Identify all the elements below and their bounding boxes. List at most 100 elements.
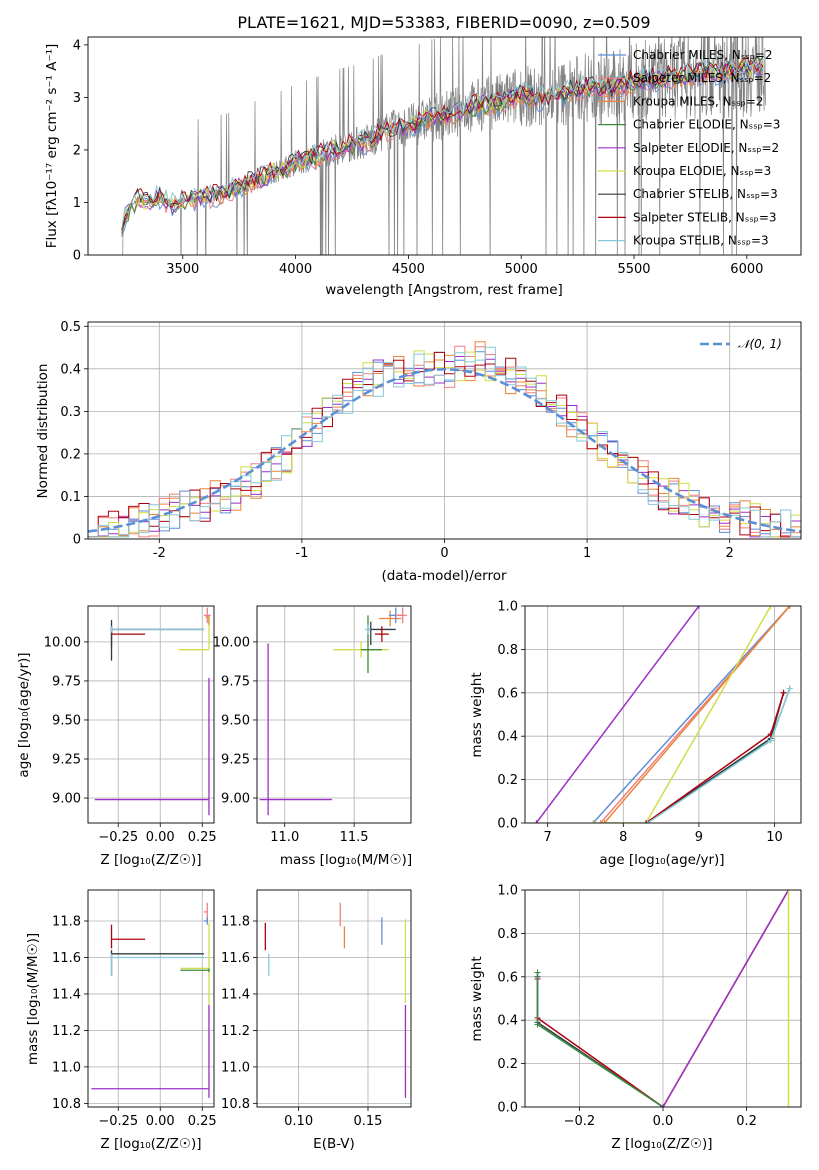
y-tick-label: 0.8 xyxy=(497,927,518,942)
legend-label: Salpeter MILES, Nₛₛₚ=2 xyxy=(633,71,771,85)
y-tick-label: 11.6 xyxy=(221,951,250,966)
x-tick-label: 0.15 xyxy=(354,1114,383,1129)
mass-weight-marker xyxy=(695,606,702,609)
legend-label: Chabrier MILES, Nₛₛₚ=2 xyxy=(633,48,773,62)
model-fit-line xyxy=(121,58,764,229)
y-tick-label: 10.00 xyxy=(44,635,81,650)
y-tick-label: 4 xyxy=(73,38,81,53)
x-tick-label: −0.25 xyxy=(98,830,138,845)
axes-mass-vs-ebv: 0.10 0.15 10.8 11.0 11.2 11.4 11.6 11.8 E(B-V) xyxy=(221,889,412,1152)
mass-weight-marker xyxy=(660,1104,666,1107)
axes-spectrum: 3500 4000 4500 5000 5500 6000 0 1 2 3 4 Chabrier MI… xyxy=(44,13,802,298)
y-tick-label: 11.0 xyxy=(52,1060,81,1075)
y-tick-label: 0.2 xyxy=(497,773,518,788)
x-axis-label: E(B-V) xyxy=(313,1136,355,1152)
residual-histogram xyxy=(88,351,801,538)
y-tick-label: 0.0 xyxy=(497,817,518,832)
x-tick-label: 4000 xyxy=(279,262,312,277)
residual-histogram xyxy=(88,346,801,538)
axes-frame xyxy=(256,605,412,824)
mass-weight-marker xyxy=(786,685,793,692)
x-tick-label: 8 xyxy=(619,830,627,845)
mass-weight-marker xyxy=(785,1104,792,1107)
x-axis-label: wavelength [Angstrom, rest frame] xyxy=(325,282,563,298)
y-tick-label: 10.8 xyxy=(52,1097,81,1112)
y-tick-label: 0.6 xyxy=(497,686,518,701)
legend-label: Kroupa STELIB, Nₛₛₚ=3 xyxy=(633,234,769,248)
y-tick-label: 0.2 xyxy=(497,1057,518,1072)
axes-age-vs-Z: −0.25 0.00 0.25 9.00 9.25 9.50 9.75 10.00 Z [log… xyxy=(16,605,217,868)
x-tick-label: 0 xyxy=(440,546,448,561)
y-tick-label: 0.3 xyxy=(60,405,81,420)
y-tick-label: 0.4 xyxy=(497,1014,518,1029)
axes-frame xyxy=(524,605,802,824)
x-tick-label: 4500 xyxy=(392,262,425,277)
x-tick-label: 0.00 xyxy=(146,1114,175,1129)
legend-label: 𝒩(0, 1) xyxy=(738,337,782,351)
x-tick-label: 9 xyxy=(695,830,703,845)
x-tick-label: 0.10 xyxy=(284,1114,313,1129)
y-tick-label: 9.75 xyxy=(221,674,250,689)
mass-weight-marker xyxy=(601,820,608,823)
y-tick-label: 0.4 xyxy=(60,362,81,377)
x-axis-label: age [log₁₀(age/yr)] xyxy=(599,852,724,868)
mass-weight-line xyxy=(536,979,664,1107)
normal-distribution-curve xyxy=(88,367,801,533)
mass-weight-line xyxy=(593,606,772,823)
x-tick-label: 1 xyxy=(583,546,591,561)
axes-frame xyxy=(87,889,215,1108)
x-tick-label: 0.2 xyxy=(736,1114,757,1129)
model-fit-line xyxy=(121,57,764,232)
axes-age-vs-mass: 11.0 11.5 9.00 9.25 9.50 9.75 10.00 mass [log₁₀… xyxy=(213,605,412,868)
y-tick-label: 1.0 xyxy=(497,600,518,615)
axes-residuals: -2 -1 0 1 2 0 0.1 0.2 0.3 0.4 0.5 𝒩(0, 1) (data-mode… xyxy=(35,320,802,584)
mass-weight-marker xyxy=(780,689,787,696)
plot-area-age-vs-Z xyxy=(88,606,214,823)
y-tick-label: 1 xyxy=(73,196,81,211)
y-tick-label: 0.1 xyxy=(60,490,81,505)
axes-mass-vs-Z: −0.25 0.00 0.25 10.8 11.0 11.2 11.4 11.6 11.8 Z [… xyxy=(25,889,217,1152)
y-tick-label: 11.2 xyxy=(52,1024,81,1039)
observed-spectrum-line xyxy=(121,37,767,255)
y-axis-label: mass weight xyxy=(469,956,485,1041)
y-tick-label: 11.8 xyxy=(52,915,81,930)
mass-weight-marker xyxy=(767,606,774,609)
x-tick-label: -1 xyxy=(295,546,308,561)
x-tick-label: -2 xyxy=(153,546,166,561)
y-tick-label: 9.50 xyxy=(221,713,250,728)
y-tick-label: 9.00 xyxy=(52,792,81,807)
legend-label: Chabrier ELODIE, Nₛₛₚ=3 xyxy=(633,118,780,132)
mass-weight-line xyxy=(536,972,664,1107)
x-tick-label: 0.25 xyxy=(188,830,217,845)
mass-weight-marker xyxy=(533,820,540,823)
legend-label: Salpeter ELODIE, Nₛₛₚ=2 xyxy=(633,141,779,155)
x-tick-label: 6000 xyxy=(730,262,763,277)
x-tick-label: 10 xyxy=(766,830,783,845)
x-tick-label: 5500 xyxy=(617,262,650,277)
x-axis-label: Z [log₁₀(Z/Z☉)] xyxy=(100,852,201,868)
axes-frame xyxy=(87,321,802,540)
x-tick-label: 7 xyxy=(544,830,552,845)
mass-weight-line xyxy=(647,688,791,823)
legend-label: Kroupa ELODIE, Nₛₛₚ=3 xyxy=(633,164,771,178)
axes-frame xyxy=(524,889,802,1108)
y-tick-label: 9.25 xyxy=(52,752,81,767)
mass-weight-line xyxy=(645,688,791,823)
plot-area-spectrum xyxy=(121,37,767,255)
x-axis-label: mass [log₁₀(M/M☉)] xyxy=(280,852,412,868)
mass-weight-marker xyxy=(785,890,792,893)
axes-frame xyxy=(87,605,215,824)
x-tick-label: 0.25 xyxy=(188,1114,217,1129)
y-tick-label: 0.2 xyxy=(60,447,81,462)
y-tick-label: 10.8 xyxy=(221,1097,250,1112)
y-tick-label: 0 xyxy=(73,249,81,264)
y-tick-label: 9.00 xyxy=(221,792,250,807)
y-tick-label: 11.4 xyxy=(52,987,81,1002)
x-axis-label: (data-model)/error xyxy=(381,568,507,584)
mass-weight-marker xyxy=(534,969,541,976)
x-tick-label: 2 xyxy=(726,546,734,561)
y-axis-label: Normed distribution xyxy=(35,364,51,499)
x-tick-label: 11.0 xyxy=(270,830,299,845)
y-tick-label: 0.0 xyxy=(497,1101,518,1116)
